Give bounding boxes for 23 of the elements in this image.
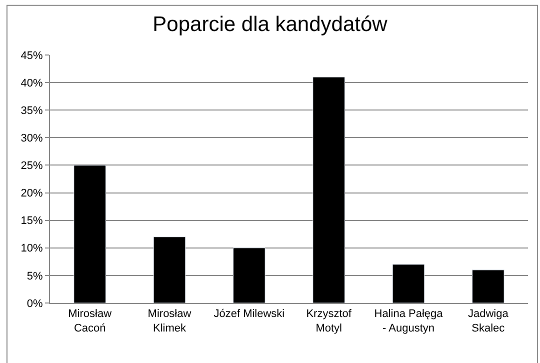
chart-title: Poparcie dla kandydatów: [152, 13, 388, 36]
bar: [312, 76, 346, 303]
bar: [74, 164, 106, 303]
y-tick-label: 10%: [20, 242, 44, 255]
y-tick-label: 35%: [20, 104, 44, 117]
x-tick-label: Józef Milewski: [214, 308, 285, 320]
bar: [392, 264, 425, 303]
y-tick-label: 5%: [26, 270, 44, 282]
x-tick-label: Krzysztof Motyl: [306, 308, 352, 334]
y-tick-label: 45%: [20, 50, 44, 62]
y-tick-label: 20%: [20, 188, 44, 200]
x-tick-label: Mirosław Klimek: [148, 308, 192, 334]
y-tick-label: 30%: [20, 132, 44, 145]
y-tick-label: 0%: [26, 298, 44, 310]
bar: [472, 270, 504, 303]
x-tick-label: Halina Pałęga - Augustyn: [374, 308, 444, 334]
y-tick-label: 40%: [20, 77, 44, 90]
x-tick-label: Mirosław Cacoń: [68, 308, 112, 334]
bar: [232, 248, 266, 303]
y-tick-label: 15%: [20, 215, 44, 228]
x-tick-label: Jadwiga Skalec: [468, 308, 510, 334]
y-tick-label: 25%: [20, 160, 44, 172]
bar: [153, 236, 186, 303]
